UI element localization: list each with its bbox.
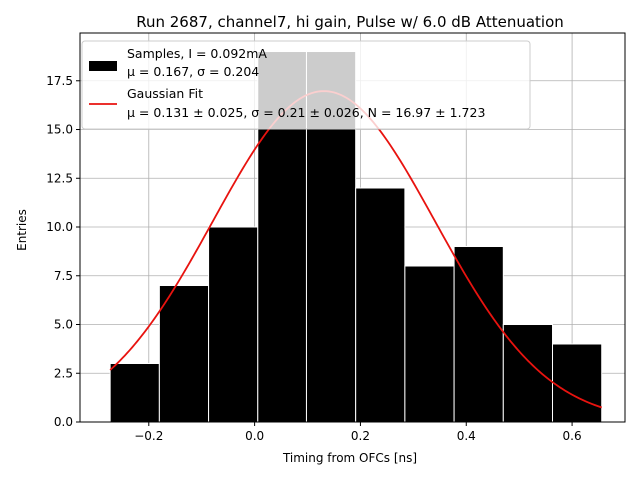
histogram-bar bbox=[552, 343, 603, 423]
x-axis-label: Timing from OFCs [ns] bbox=[282, 451, 417, 465]
histogram-bar bbox=[502, 324, 554, 423]
x-ticks: −0.2 0.0 0.2 0.4 0.6 bbox=[134, 422, 582, 443]
legend-histogram-label: Samples, I = 0.092mA bbox=[127, 46, 267, 61]
legend-fit-stats: μ = 0.131 ± 0.025, σ = 0.21 ± 0.026, N =… bbox=[127, 105, 485, 120]
y-tick-label: 10.0 bbox=[46, 220, 73, 234]
y-tick-label: 12.5 bbox=[46, 171, 73, 185]
y-tick-label: 0.0 bbox=[54, 415, 73, 429]
y-tick-label: 15.0 bbox=[46, 123, 73, 137]
x-tick-label: −0.2 bbox=[134, 429, 163, 443]
legend-box bbox=[81, 40, 531, 130]
x-tick-label: 0.0 bbox=[245, 429, 264, 443]
legend: Samples, I = 0.092mA μ = 0.167, σ = 0.20… bbox=[81, 40, 531, 130]
legend-fit-label: Gaussian Fit bbox=[127, 86, 203, 101]
y-tick-label: 5.0 bbox=[54, 318, 73, 332]
x-tick-label: 0.6 bbox=[563, 429, 582, 443]
y-tick-label: 2.5 bbox=[54, 366, 73, 380]
histogram-bar bbox=[109, 363, 160, 423]
y-axis-label: Entries bbox=[15, 209, 29, 251]
y-tick-label: 7.5 bbox=[54, 269, 73, 283]
histogram-bar bbox=[404, 265, 455, 423]
legend-histogram-swatch bbox=[89, 61, 117, 71]
histogram-bar bbox=[355, 187, 406, 423]
x-tick-label: 0.4 bbox=[457, 429, 476, 443]
legend-histogram-stats: μ = 0.167, σ = 0.204 bbox=[127, 64, 259, 79]
x-tick-label: 0.2 bbox=[351, 429, 370, 443]
histogram-bar bbox=[453, 246, 504, 423]
histogram-bar bbox=[158, 285, 210, 423]
chart-title: Run 2687, channel7, hi gain, Pulse w/ 6.… bbox=[136, 13, 564, 31]
histogram-bar bbox=[208, 226, 259, 423]
y-tick-label: 17.5 bbox=[46, 74, 73, 88]
y-ticks: 0.0 2.5 5.0 7.5 10.0 12.5 15.0 17.5 bbox=[46, 74, 80, 429]
